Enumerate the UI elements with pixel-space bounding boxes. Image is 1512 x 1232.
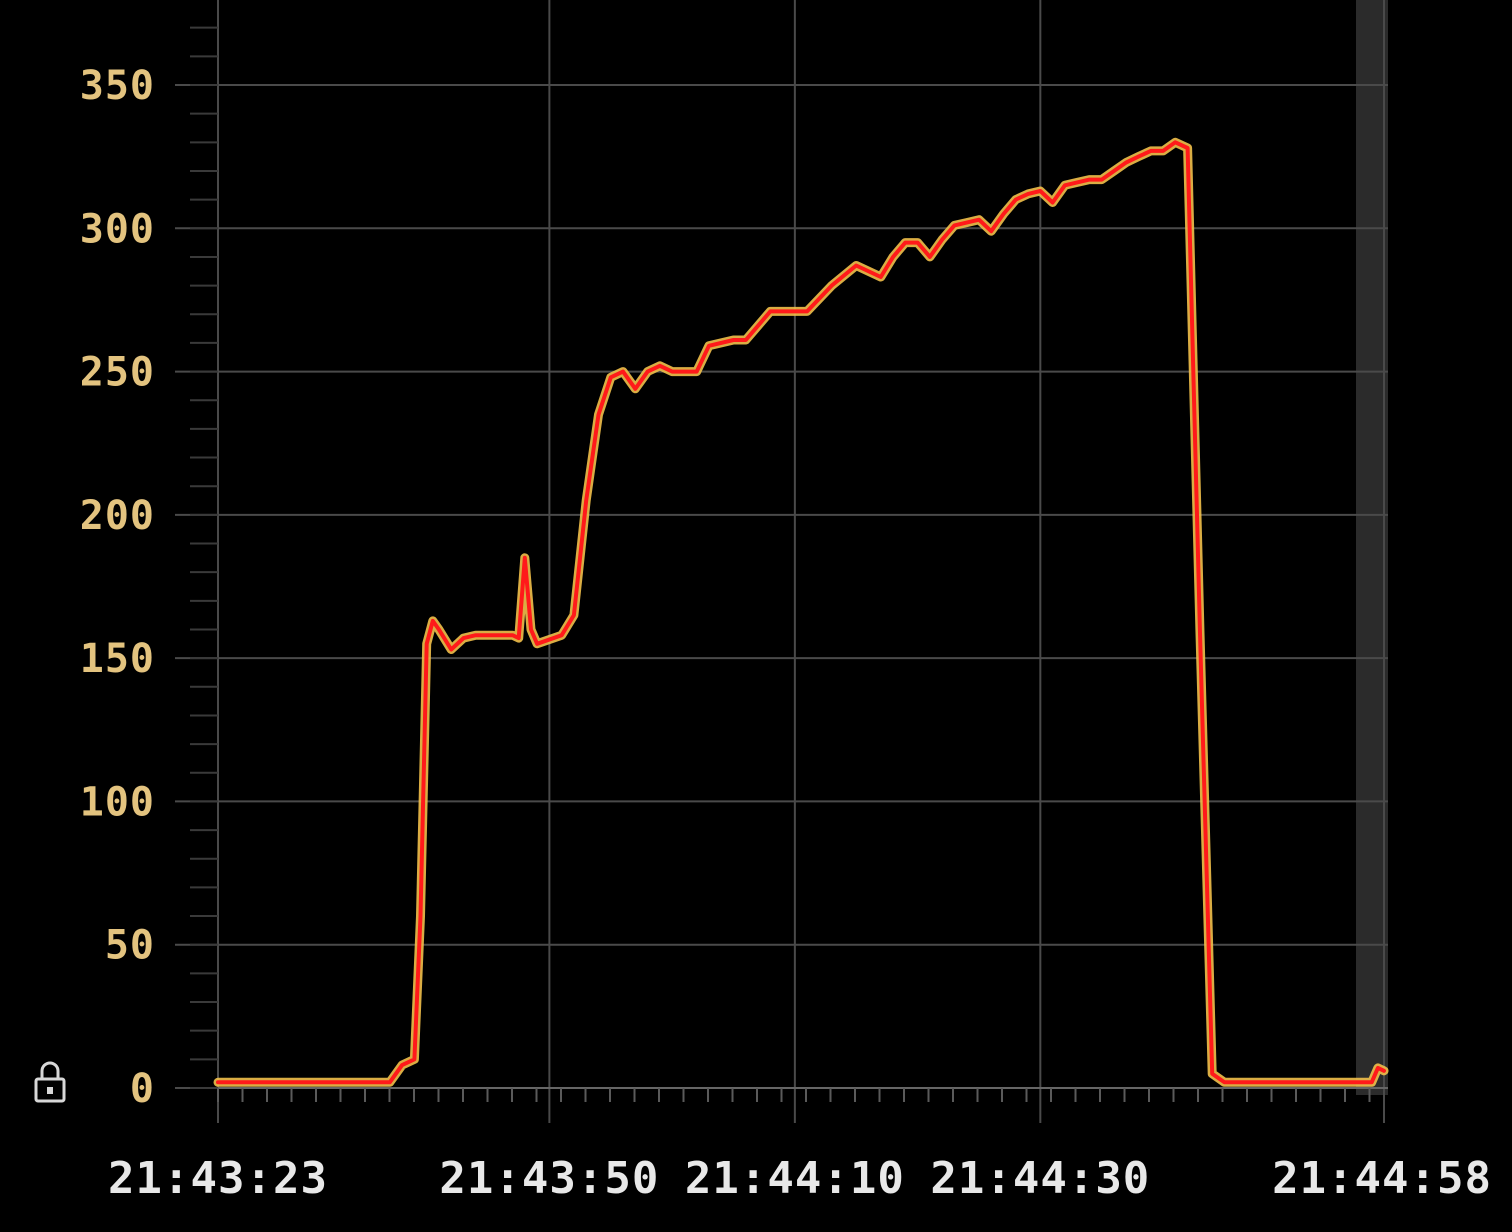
x-axis-tick-labels: 21:43:23 21:43:50 21:44:10 21:44:30 21:44:58 (108, 1153, 1492, 1204)
y-axis-tick-labels: 0 50 100 150 200 250 300 350 (80, 63, 155, 1112)
minor-tick-marks (190, 26, 1371, 1102)
y-tick-label: 100 (80, 779, 155, 825)
y-tick-label: 50 (105, 923, 155, 969)
x-tick-label: 21:44:30 (930, 1153, 1150, 1204)
y-tick-label: 250 (80, 350, 155, 396)
shaded-band (1356, 0, 1388, 1095)
y-tick-label: 350 (80, 63, 155, 109)
x-tick-label: 21:44:58 (1272, 1153, 1492, 1204)
x-tick-label: 21:43:50 (439, 1153, 659, 1204)
grid-lines (175, 0, 1388, 1123)
series-line-0 (216, 140, 1386, 1085)
x-tick-label: 21:44:10 (685, 1153, 905, 1204)
y-tick-label: 200 (80, 493, 155, 539)
series-lines (213, 137, 1389, 1087)
y-tick-label: 300 (80, 206, 155, 252)
lock-icon[interactable] (34, 1061, 66, 1103)
y-tick-label: 150 (80, 636, 155, 682)
x-tick-label: 21:43:23 (108, 1153, 328, 1204)
y-tick-label: 0 (130, 1066, 155, 1112)
